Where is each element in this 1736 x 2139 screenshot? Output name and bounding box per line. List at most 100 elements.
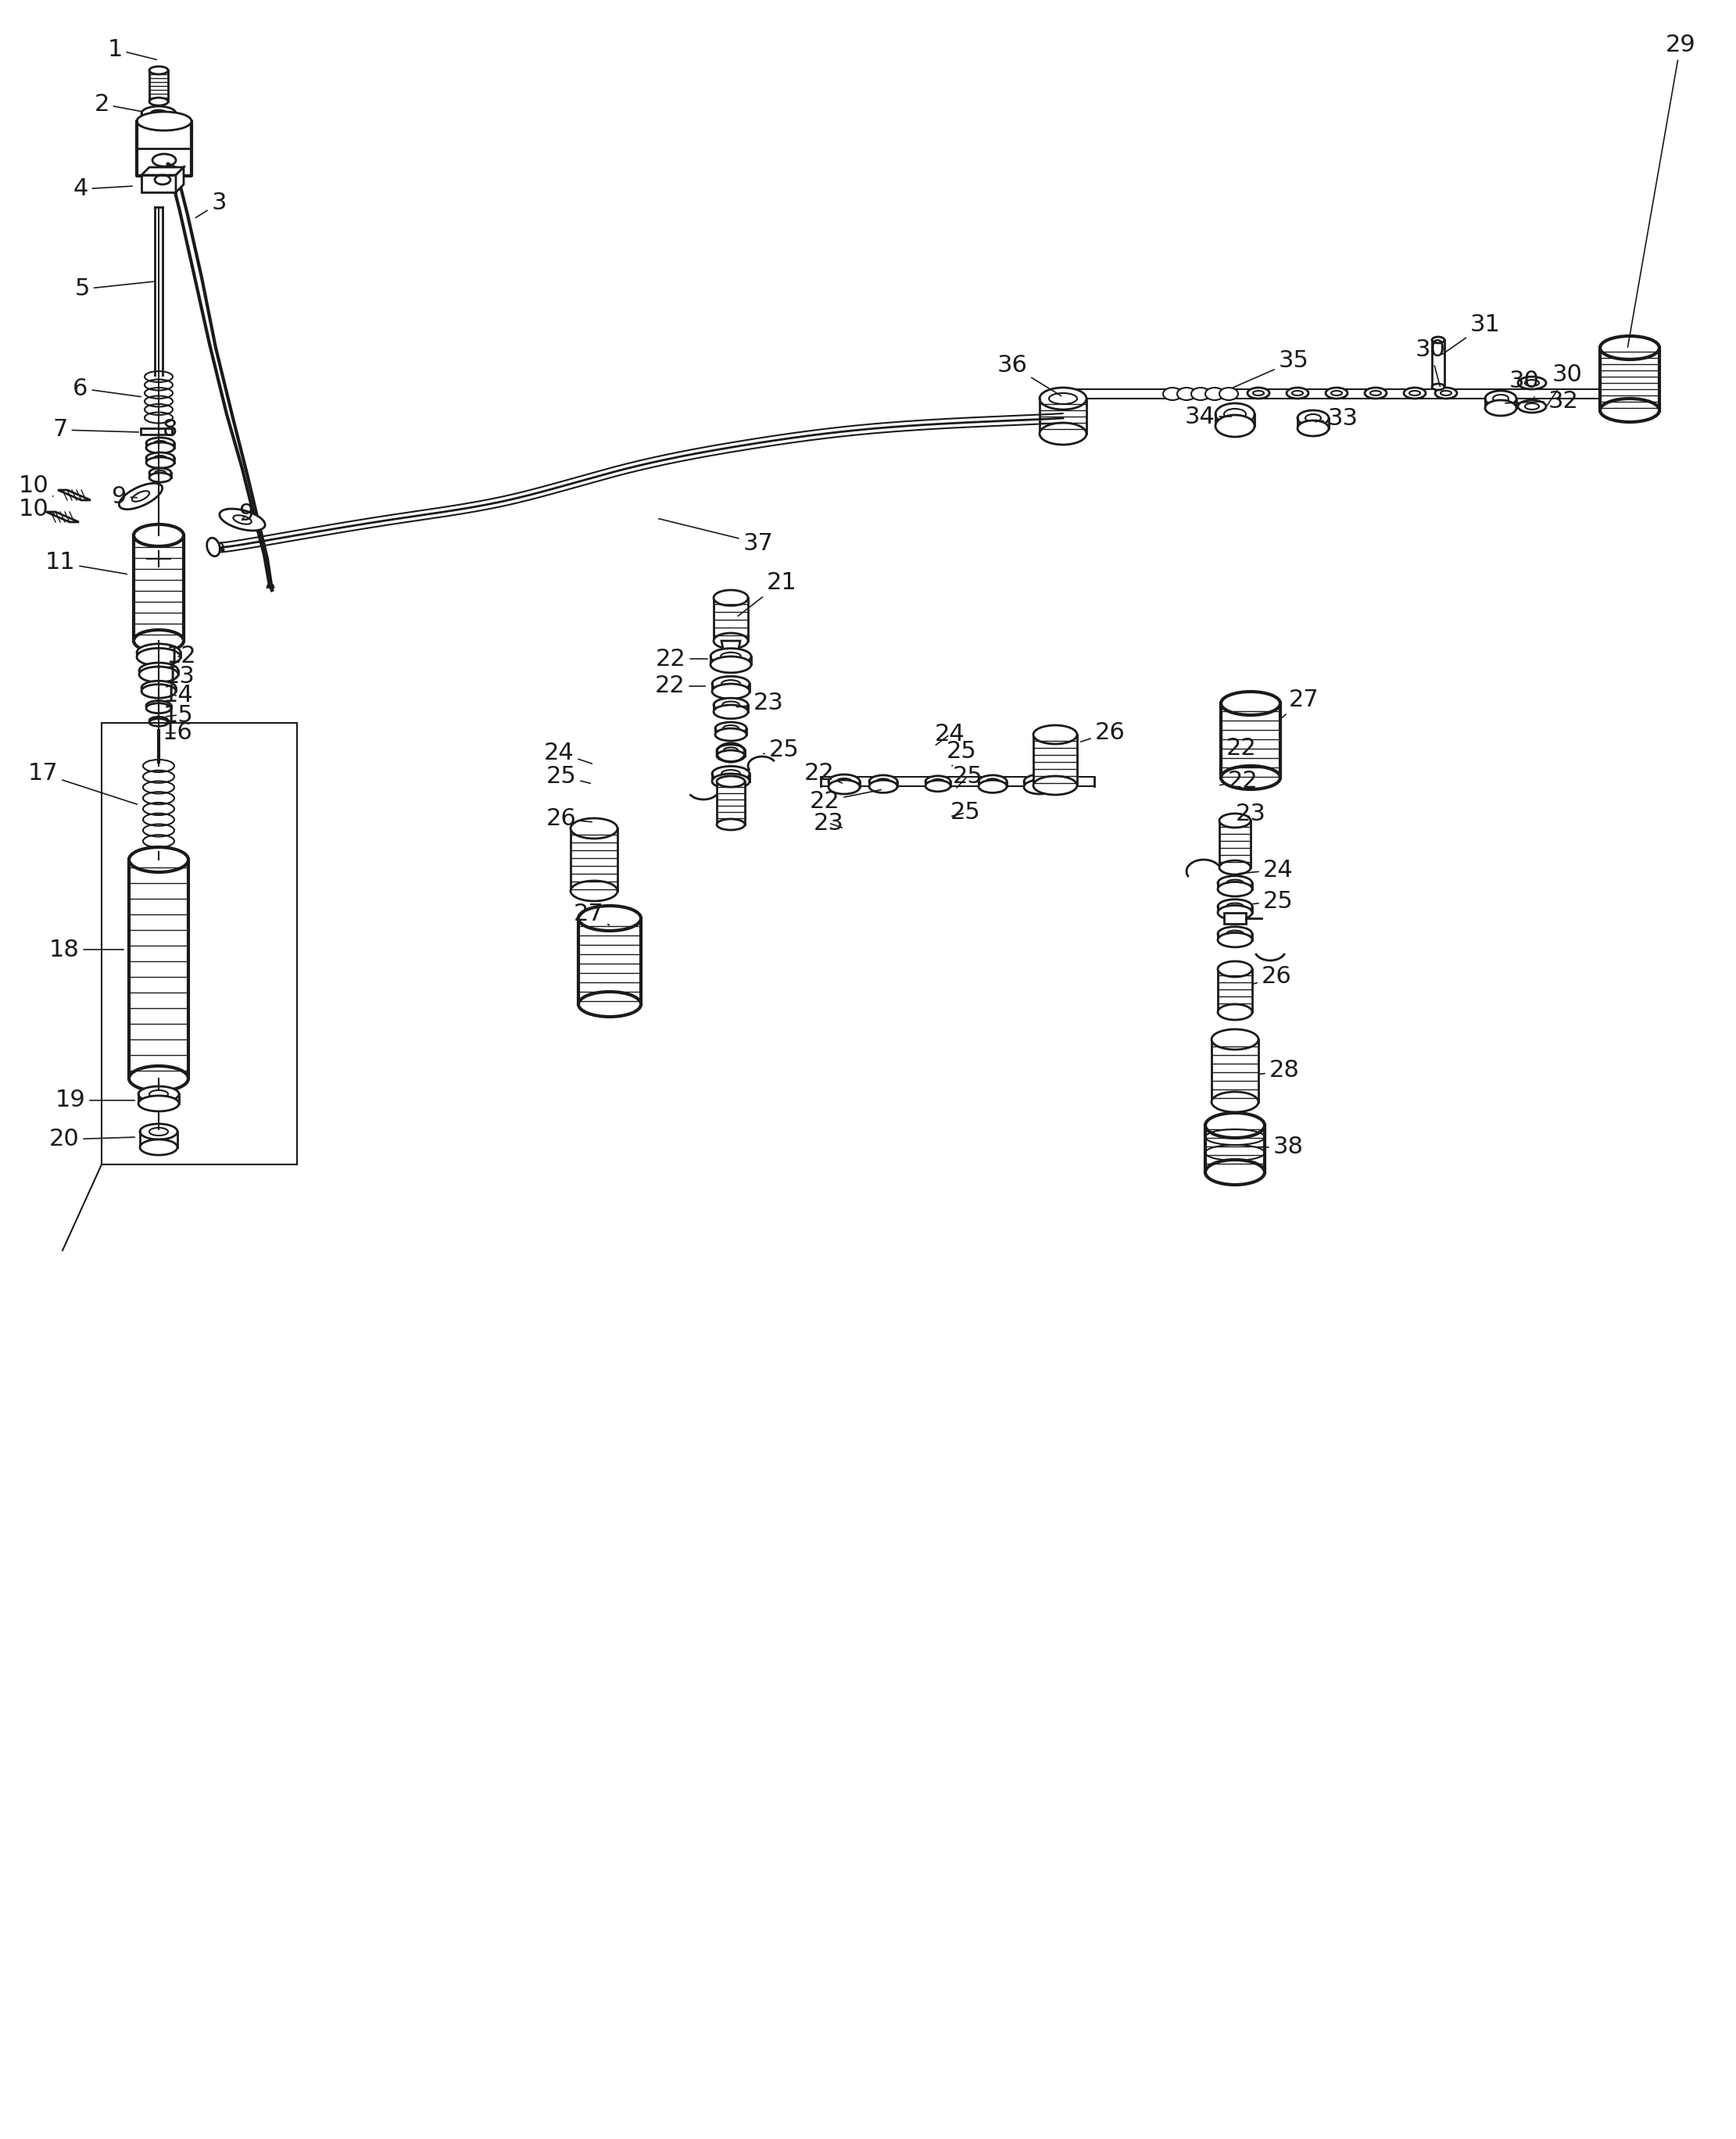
Ellipse shape [1219,387,1238,400]
Ellipse shape [1432,383,1444,389]
Text: 24: 24 [543,742,592,764]
Text: 31: 31 [1443,312,1500,355]
Ellipse shape [828,781,859,794]
Ellipse shape [139,1095,179,1112]
Ellipse shape [1024,781,1055,794]
Ellipse shape [1217,898,1252,913]
Ellipse shape [710,648,752,665]
Ellipse shape [1297,421,1328,436]
Ellipse shape [1212,1091,1259,1112]
Ellipse shape [134,524,184,545]
Text: 22: 22 [656,648,708,670]
Ellipse shape [870,781,898,794]
Ellipse shape [717,751,745,761]
Polygon shape [1205,1125,1266,1172]
Text: 10: 10 [19,475,54,498]
Polygon shape [1217,969,1252,1012]
Polygon shape [578,918,641,1003]
Text: 9: 9 [111,486,137,507]
Ellipse shape [828,774,859,789]
Text: 22: 22 [809,789,882,813]
Text: 32: 32 [1505,389,1578,413]
Ellipse shape [571,881,618,901]
Ellipse shape [1219,860,1250,875]
Ellipse shape [1033,725,1076,744]
Ellipse shape [1205,1159,1266,1185]
Ellipse shape [141,1123,177,1140]
Polygon shape [722,642,740,657]
Ellipse shape [149,473,172,481]
Ellipse shape [713,590,748,605]
Ellipse shape [141,107,175,120]
Text: 16: 16 [161,721,193,744]
Ellipse shape [712,774,750,789]
Ellipse shape [717,744,745,755]
Ellipse shape [149,468,172,477]
Ellipse shape [146,704,172,712]
Ellipse shape [1191,387,1210,400]
Ellipse shape [713,706,748,719]
Ellipse shape [925,781,951,791]
Ellipse shape [139,663,179,678]
Text: 30: 30 [1415,338,1446,387]
Text: 25: 25 [547,766,590,787]
Text: 12: 12 [167,646,196,667]
Ellipse shape [207,537,220,556]
Ellipse shape [1297,411,1328,426]
Ellipse shape [578,905,641,930]
Ellipse shape [1177,387,1196,400]
Ellipse shape [1217,875,1252,890]
Ellipse shape [571,819,618,838]
Text: 22: 22 [1220,770,1259,794]
Text: 30: 30 [1509,370,1540,398]
Ellipse shape [1219,813,1250,828]
Polygon shape [1601,349,1660,411]
Ellipse shape [137,644,181,661]
Text: 38: 38 [1260,1136,1304,1159]
Ellipse shape [1217,881,1252,896]
Text: 25: 25 [764,738,799,761]
Ellipse shape [149,66,168,75]
Ellipse shape [1040,387,1087,409]
Ellipse shape [1024,774,1055,789]
Ellipse shape [1205,387,1224,400]
Text: 26: 26 [1082,721,1125,744]
Ellipse shape [1163,387,1182,400]
Ellipse shape [141,1140,177,1155]
Ellipse shape [1217,960,1252,978]
Text: 11: 11 [45,552,127,573]
Ellipse shape [120,483,161,509]
Text: 22: 22 [804,761,842,785]
Ellipse shape [925,776,951,787]
Text: 10: 10 [19,498,54,522]
Text: 8: 8 [160,419,179,443]
Polygon shape [1212,1040,1259,1102]
Ellipse shape [724,652,738,661]
Ellipse shape [139,1087,179,1102]
Ellipse shape [1215,415,1255,436]
Ellipse shape [137,648,181,665]
Text: 25: 25 [946,740,977,766]
Ellipse shape [713,633,748,648]
Text: 14: 14 [163,684,193,706]
Ellipse shape [146,702,172,710]
Ellipse shape [1404,387,1425,398]
Ellipse shape [141,113,175,128]
Polygon shape [571,828,618,892]
Text: 19: 19 [56,1089,135,1112]
Text: 35: 35 [1233,351,1309,387]
Text: 36: 36 [996,355,1061,396]
Text: 25: 25 [1253,890,1293,913]
Ellipse shape [1326,387,1347,398]
Ellipse shape [149,717,168,725]
Polygon shape [1219,821,1250,868]
Ellipse shape [146,438,174,449]
Text: 3: 3 [196,193,226,218]
Ellipse shape [1432,336,1444,342]
Ellipse shape [1601,398,1660,421]
Text: 26: 26 [1253,965,1292,988]
Ellipse shape [1217,1003,1252,1020]
Ellipse shape [578,992,641,1016]
Ellipse shape [134,629,184,652]
Ellipse shape [715,723,746,734]
